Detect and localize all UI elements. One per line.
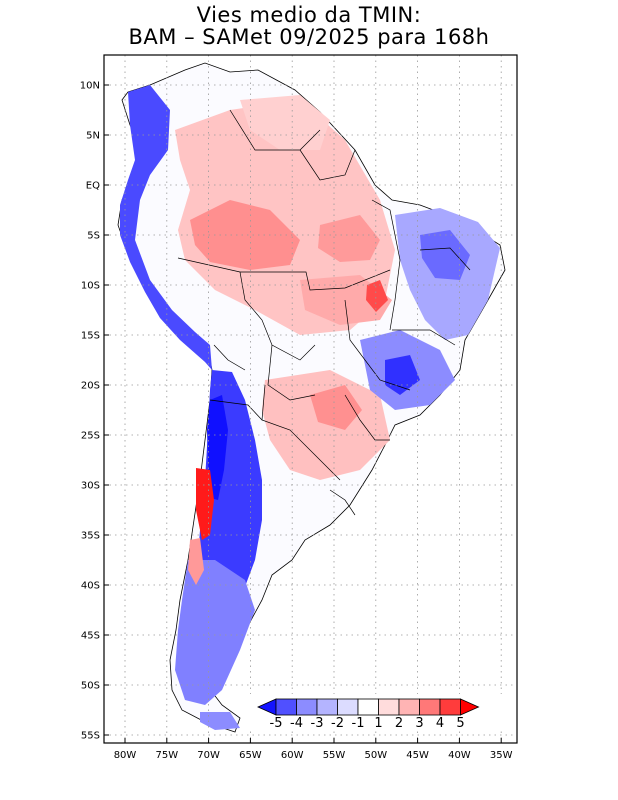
legend-color-box bbox=[439, 698, 461, 716]
chart-title-line2: BAM – SAMet 09/2025 para 168h bbox=[128, 25, 490, 49]
lon-label: 45W bbox=[406, 750, 429, 761]
lon-label: 70W bbox=[197, 750, 220, 761]
legend-label: -2 bbox=[331, 716, 344, 731]
lon-label: 50W bbox=[364, 750, 387, 761]
lat-label: 25S bbox=[81, 431, 100, 442]
legend-label: -4 bbox=[290, 716, 303, 731]
gridlines bbox=[104, 55, 517, 743]
map-content bbox=[117, 62, 506, 733]
colorbar-legend: -5 -4 -3 -2 -1 1 2 3 4 5 bbox=[246, 694, 512, 731]
bias-negative-northeast-core bbox=[420, 230, 470, 280]
lat-label: 15S bbox=[81, 331, 100, 342]
legend-label: -3 bbox=[311, 716, 324, 731]
lat-label: 50S bbox=[81, 681, 100, 692]
lon-label: 60W bbox=[281, 750, 304, 761]
lat-label: 45S bbox=[81, 631, 100, 642]
bias-strong-positive-chile bbox=[196, 468, 214, 540]
bias-negative-tierra-del-fuego bbox=[200, 712, 240, 730]
longitude-labels: 80W 75W 70W 65W 60W 55W 50W 45W 40W 35W bbox=[114, 750, 513, 761]
legend-color-box bbox=[316, 698, 338, 716]
axis-ticks bbox=[104, 84, 502, 743]
latitude-labels: 10N 5N EQ 5S 10S 15S 20S 25S 30S 35S 40S 45S 50S 55S bbox=[80, 81, 100, 742]
lon-label: 65W bbox=[239, 750, 262, 761]
legend-color-box bbox=[357, 698, 379, 716]
lon-label: 80W bbox=[114, 750, 137, 761]
legend-label: 4 bbox=[436, 716, 444, 731]
lat-label: EQ bbox=[86, 181, 100, 192]
bias-positive-amazon-core bbox=[190, 200, 300, 270]
bias-positive-parana bbox=[310, 385, 362, 430]
legend-color-box bbox=[419, 698, 441, 716]
bias-positive-guianas bbox=[240, 95, 330, 150]
lat-label: 5N bbox=[86, 131, 100, 142]
bias-positive-para bbox=[318, 215, 380, 262]
lon-label: 75W bbox=[155, 750, 178, 761]
country-borders bbox=[177, 109, 471, 516]
bias-positive-amazon bbox=[175, 100, 395, 335]
bias-positive-south bbox=[262, 370, 390, 480]
legend-color-box bbox=[398, 698, 420, 716]
legend-label: 1 bbox=[374, 716, 382, 731]
legend-color-box bbox=[296, 698, 318, 716]
lat-label: 20S bbox=[81, 381, 100, 392]
lon-label: 35W bbox=[490, 750, 513, 761]
lon-label: 55W bbox=[323, 750, 346, 761]
bias-negative-patagonia bbox=[175, 560, 255, 705]
lat-label: 5S bbox=[87, 231, 100, 242]
bias-strong-negative-minas bbox=[385, 355, 420, 395]
lat-label: 10S bbox=[81, 281, 100, 292]
bias-positive-chile-pink bbox=[188, 538, 204, 585]
lon-label: 40W bbox=[448, 750, 471, 761]
lat-label: 35S bbox=[81, 531, 100, 542]
bias-strong-positive-tocantins bbox=[366, 280, 388, 312]
lat-label: 10N bbox=[80, 81, 100, 92]
legend-color-box bbox=[275, 698, 297, 716]
bias-strong-negative-chile bbox=[207, 395, 228, 500]
legend-label: 3 bbox=[415, 716, 423, 731]
map-frame bbox=[103, 54, 518, 744]
legend-label: -5 bbox=[270, 716, 283, 731]
chart-title-line1: Vies medio da TMIN: bbox=[196, 3, 422, 27]
legend-color-box bbox=[378, 698, 400, 716]
lat-label: 30S bbox=[81, 481, 100, 492]
legend-arrow-high bbox=[460, 698, 480, 716]
lat-label: 55S bbox=[81, 731, 100, 742]
lat-label: 40S bbox=[81, 581, 100, 592]
legend-color-box bbox=[337, 698, 359, 716]
legend-label: -1 bbox=[352, 716, 365, 731]
bias-negative-andes-north bbox=[120, 85, 212, 370]
legend-label: 2 bbox=[395, 716, 403, 731]
legend-label: 5 bbox=[456, 716, 464, 731]
